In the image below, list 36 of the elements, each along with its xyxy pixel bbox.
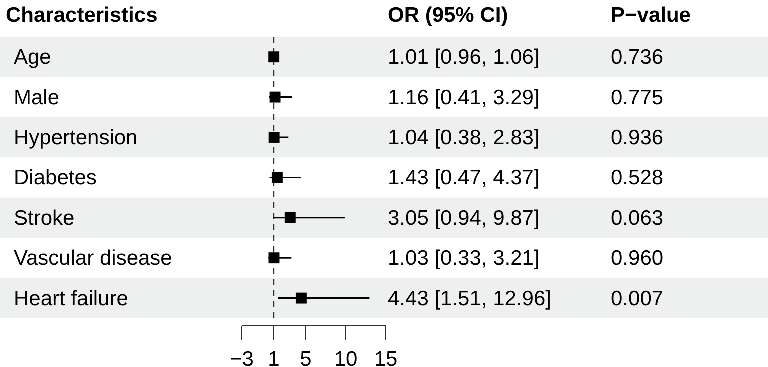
y-tick-label: Diabetes <box>14 166 97 190</box>
y-tick-label: Male <box>14 86 60 110</box>
point <box>270 92 281 103</box>
point <box>268 52 280 63</box>
text: 1.16 [0.41, 3.29] <box>388 86 540 110</box>
point <box>268 252 280 264</box>
y-tick-label: Hypertension <box>14 126 138 150</box>
text: OR (95% CI) <box>388 4 508 27</box>
point <box>268 132 280 143</box>
y-tick-label: Stroke <box>14 206 75 230</box>
y-tick-label: Heart failure <box>14 287 128 310</box>
text: 0.007 <box>611 287 664 310</box>
text: 1.03 [0.33, 3.21] <box>388 247 540 270</box>
x-tick-label: −3 <box>230 348 254 367</box>
text: 1.01 [0.96, 1.06] <box>388 46 540 70</box>
text: 0.063 <box>611 206 664 230</box>
point <box>296 292 307 304</box>
text: P−value <box>611 4 691 27</box>
x-tick-label: 1 <box>268 348 280 367</box>
point <box>272 172 283 184</box>
x-tick-label: 10 <box>334 348 358 367</box>
text: 1.43 [0.47, 4.37] <box>388 166 540 190</box>
text: 0.960 <box>611 247 664 270</box>
point <box>284 212 296 224</box>
text: 4.43 [1.51, 12.96] <box>388 287 552 310</box>
y-tick-label: Vascular disease <box>14 247 172 270</box>
text: 0.736 <box>611 46 664 70</box>
text: 0.775 <box>611 86 664 110</box>
x-tick-label: 5 <box>300 348 312 367</box>
y-axis-title: Characteristics <box>6 4 158 27</box>
y-tick-label: Age <box>14 46 52 70</box>
text: 0.936 <box>611 126 664 150</box>
x-tick-label: 15 <box>374 348 398 367</box>
text: 3.05 [0.94, 9.87] <box>388 206 540 230</box>
text: 0.528 <box>611 166 664 190</box>
text: 1.04 [0.38, 2.83] <box>388 126 540 150</box>
